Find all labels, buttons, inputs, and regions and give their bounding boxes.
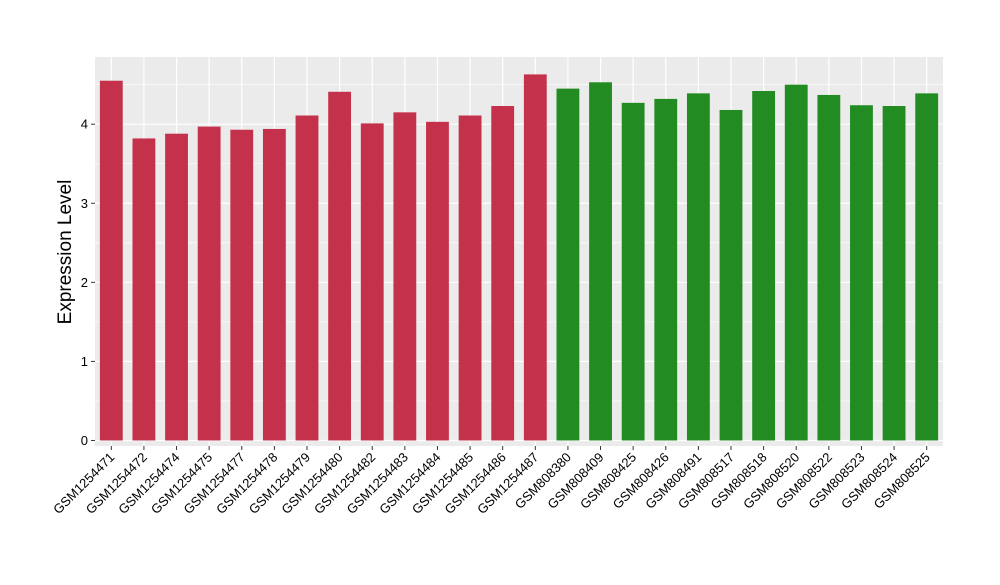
- y-axis-title: Expression Level: [55, 180, 76, 325]
- bar: [295, 115, 319, 441]
- bar: [132, 138, 156, 441]
- bar: [686, 93, 710, 441]
- y-tick-label: 0: [81, 433, 88, 448]
- bar: [719, 109, 743, 441]
- y-tick-label: 1: [81, 354, 88, 369]
- bar: [556, 88, 580, 441]
- bar: [328, 91, 352, 441]
- bar: [393, 112, 417, 441]
- bar: [262, 128, 286, 441]
- bar: [621, 102, 645, 441]
- y-tick-label: 3: [81, 196, 88, 211]
- bar: [752, 90, 776, 441]
- bar: [426, 121, 449, 441]
- plot-panel: [95, 57, 943, 446]
- bar: [197, 126, 221, 441]
- y-tick-label: 4: [81, 117, 88, 132]
- bar: [915, 93, 939, 441]
- bar: [882, 106, 906, 441]
- bar: [589, 82, 612, 441]
- bar: [360, 123, 384, 441]
- bar: [491, 106, 515, 441]
- bar: [654, 98, 678, 441]
- bar: [99, 80, 123, 441]
- bar: [165, 133, 188, 441]
- bar: [817, 94, 841, 441]
- bar: [458, 115, 482, 441]
- bar-layer: [99, 74, 939, 441]
- y-tick-label: 2: [81, 275, 88, 290]
- bar: [850, 105, 873, 441]
- bar: [230, 129, 254, 441]
- bar: [784, 84, 808, 441]
- bar: [523, 74, 547, 441]
- x-axis: GSM1254471GSM1254472GSM1254474GSM1254475…: [50, 446, 933, 517]
- y-axis: 0 1 2 3 4: [81, 117, 95, 448]
